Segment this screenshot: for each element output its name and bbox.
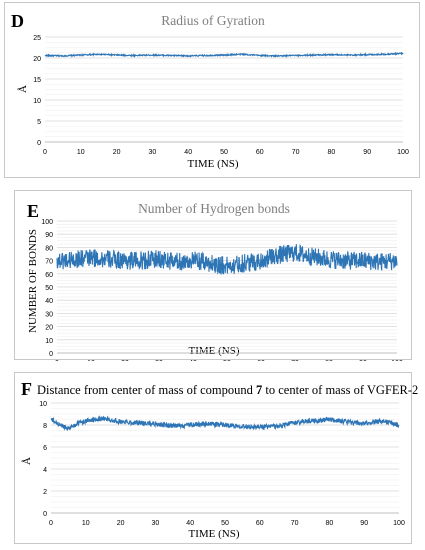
x-tick-label: 50 — [223, 360, 231, 361]
x-tick-label: 30 — [155, 360, 163, 361]
y-tick-label: 5 — [37, 119, 41, 126]
y-tick-label: 0 — [43, 511, 47, 518]
x-tick-label: 10 — [77, 149, 85, 156]
x-tick-label: 60 — [256, 149, 264, 156]
panel-e: E Number of Hydrogen bonds NUMBER OF BON… — [14, 190, 412, 361]
y-tick-label: 40 — [45, 298, 53, 305]
x-tick-label: 40 — [186, 520, 194, 527]
y-tick-label: 8 — [43, 423, 47, 430]
y-tick-label: 60 — [45, 272, 53, 279]
y-tick-label: 25 — [33, 35, 41, 42]
y-tick-label: 70 — [45, 259, 53, 266]
x-tick-label: 20 — [117, 520, 125, 527]
y-tick-label: 6 — [43, 445, 47, 452]
chart-radius-of-gyration: 0 5 10 15 20 25 0 10 20 30 40 50 60 70 80 90 100 — [33, 35, 409, 156]
x-tick-label: 50 — [220, 149, 228, 156]
panel-letter: E — [27, 201, 40, 221]
x-tick-label: 80 — [326, 520, 334, 527]
panel-f: F Distance from center of mass of compou… — [14, 372, 418, 544]
y-tick-label: 100 — [41, 219, 53, 226]
chart-title-part: to center of mass of VGFER-2 — [262, 383, 419, 397]
x-tick-label: 0 — [55, 360, 59, 361]
x-tick-label: 40 — [184, 149, 192, 156]
x-tick-label: 30 — [149, 149, 157, 156]
x-tick-label: 100 — [393, 520, 405, 527]
x-tick-label: 60 — [257, 360, 265, 361]
x-axis-label: TIME (NS) — [188, 528, 240, 540]
series-line — [50, 415, 400, 432]
y-tick-label: 20 — [33, 56, 41, 63]
x-tick-label: 90 — [359, 360, 367, 361]
x-tick-label: 60 — [256, 520, 264, 527]
y-tick-label: 80 — [45, 245, 53, 252]
y-tick-label: 30 — [45, 311, 53, 318]
y-tick-label: 10 — [45, 338, 53, 345]
y-tick-label: 90 — [45, 232, 53, 239]
panel-letter: D — [11, 11, 24, 31]
x-tick-label: 10 — [82, 520, 90, 527]
x-tick-label: 80 — [328, 149, 336, 156]
x-tick-label: 50 — [221, 520, 229, 527]
chart-title-part: Distance from center of mass of compound — [37, 383, 257, 397]
x-tick-label: 70 — [291, 520, 299, 527]
y-tick-label: 15 — [33, 77, 41, 84]
y-tick-label: 20 — [45, 325, 53, 332]
panel-d: D Radius of Gyration Å TIME (NS) 0 5 10 15 2… — [4, 2, 420, 178]
x-tick-label: 100 — [397, 149, 409, 156]
y-tick-label: 50 — [45, 285, 53, 292]
y-tick-label: 10 — [39, 401, 47, 408]
x-tick-label: 100 — [391, 360, 403, 361]
y-tick-label: 0 — [49, 351, 53, 358]
x-tick-label: 20 — [113, 149, 121, 156]
y-tick-label: 2 — [43, 489, 47, 496]
y-tick-label: 0 — [37, 140, 41, 147]
x-tick-label: 90 — [360, 520, 368, 527]
chart-title: Number of Hydrogen bonds — [138, 201, 290, 216]
chart-hydrogen-bonds: 0 10 20 30 40 50 60 70 80 90 100 0 10 20 30 40 50 60 70 80 9… — [41, 219, 403, 361]
x-tick-label: 20 — [121, 360, 129, 361]
x-tick-label: 70 — [292, 149, 300, 156]
x-tick-label: 0 — [43, 149, 47, 156]
series-line — [44, 51, 404, 58]
x-tick-label: 70 — [291, 360, 299, 361]
x-axis-label: TIME (NS) — [187, 158, 239, 170]
panel-letter: F — [21, 379, 32, 399]
x-tick-label: 90 — [363, 149, 371, 156]
y-tick-label: 4 — [43, 467, 47, 474]
y-tick-label: 10 — [33, 98, 41, 105]
x-tick-label: 10 — [87, 360, 95, 361]
compound-number: 7 — [256, 383, 263, 397]
chart-title: Distance from center of mass of compound… — [37, 383, 418, 398]
x-tick-label: 40 — [189, 360, 197, 361]
x-axis-label: TIME (NS) — [188, 345, 240, 357]
x-tick-label: 80 — [325, 360, 333, 361]
series-line — [56, 244, 398, 276]
x-tick-label: 30 — [152, 520, 160, 527]
chart-title: Radius of Gyration — [161, 13, 265, 28]
x-tick-label: 0 — [49, 520, 53, 527]
